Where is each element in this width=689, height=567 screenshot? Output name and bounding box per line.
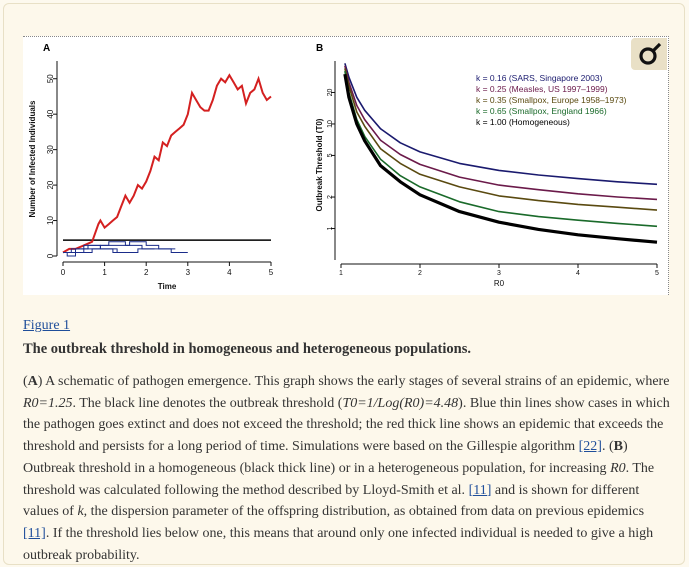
k-variable: k: [77, 504, 84, 520]
panel-b-y-tick-label: 5: [327, 153, 334, 157]
figure-link[interactable]: Figure 1: [23, 318, 71, 333]
panel-a-extinct-line: [63, 241, 155, 253]
r0-equation: R0=1.25: [23, 395, 73, 411]
panel-a-y-tick-label: 50: [46, 74, 55, 83]
panel-b-legend-entry: k = 0.25 (Measles, US 1997–1999): [476, 84, 608, 94]
figure-caption: (A) A schematic of pathogen emergence. T…: [23, 374, 670, 563]
panel-b-tag: B: [316, 43, 323, 54]
panel-a-x-tick-label: 3: [186, 268, 191, 277]
panel-b-legend-entry: k = 0.35 (Smallpox, Europe 1958–1973): [476, 95, 627, 105]
panel-b-legend-entry: k = 0.16 (SARS, Singapore 2003): [476, 73, 603, 83]
panel-a-x-tick-label: 4: [227, 268, 232, 277]
panel-a-y-tick-label: 20: [46, 180, 55, 189]
panel-a-tag: A: [43, 43, 50, 54]
panel-a-extinct-line: [63, 244, 176, 253]
panel-b-legend-entry: k = 1.00 (Homogeneous): [476, 117, 570, 127]
panel-b-y-tick-label: 20: [327, 88, 334, 96]
panel-a-epidemic-line: [62, 73, 272, 254]
r0-variable: R0: [610, 460, 626, 476]
panel-b-x-tick-label: 4: [576, 270, 580, 277]
ref-22-link[interactable]: [22]: [578, 439, 602, 455]
panel-a-label: A: [27, 374, 38, 389]
figure-svg: A 0 10 20 30 40 50 0 1 2 3 4 5 Number of Infected Ind…: [28, 43, 659, 291]
panel-a-y-tick-label: 30: [46, 145, 55, 154]
panel-a-x-tick-label: 1: [102, 268, 107, 277]
panel-b-x-tick-label: 5: [655, 270, 659, 277]
panel-a-y-tick-label: 40: [46, 109, 55, 118]
panel-a-x-label: Time: [158, 282, 177, 291]
t0-equation: T0=1/Log(R0)=4.48: [342, 395, 459, 411]
panel-b-series-line: [344, 65, 658, 201]
panel-b-x-tick-label: 3: [497, 270, 501, 277]
panel-b-series-line: [344, 63, 658, 186]
ref-11-link[interactable]: [11]: [468, 482, 492, 498]
panel-b-legend-entry: k = 0.65 (Smallpox, England 1966): [476, 106, 607, 116]
magnifier-icon: [639, 42, 662, 65]
panel-b-x-label: R0: [494, 279, 505, 288]
panel-b-y-tick-label: 10: [327, 120, 334, 128]
figure-title: The outbreak threshold in homogeneous an…: [23, 341, 471, 357]
panel-a-y-label: Number of Infected Individuals: [28, 100, 37, 217]
panel-b-y-tick-label: 1: [327, 226, 334, 230]
magnifier-button[interactable]: [631, 38, 667, 70]
ref-11-link-2[interactable]: [11]: [23, 525, 46, 541]
panel-b-y-tick-label: 2: [327, 195, 334, 199]
panel-b-series-line: [344, 68, 658, 211]
panel-b-series-line: [343, 73, 658, 244]
figure-image[interactable]: A 0 10 20 30 40 50 0 1 2 3 4 5 Number of Infected Ind…: [23, 36, 669, 295]
panel-a-x-tick-label: 5: [269, 268, 274, 277]
panel-a-x-tick-label: 0: [61, 268, 66, 277]
panel-a-extinct-line: [63, 248, 134, 257]
panel-b-x-tick-label: 2: [418, 270, 422, 277]
panel-a-y-tick-label: 10: [46, 216, 55, 225]
panel-b-x-tick-label: 1: [339, 270, 343, 277]
panel-a-y-tick-label: 0: [46, 253, 55, 258]
panel-b-label: B: [613, 439, 623, 455]
panel-b-y-label: Outbreak Threshold (T0): [315, 118, 324, 211]
panel-a-x-tick-label: 2: [144, 268, 149, 277]
